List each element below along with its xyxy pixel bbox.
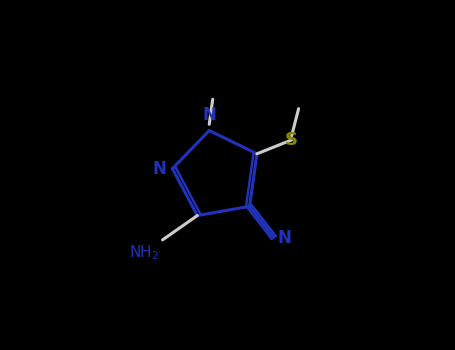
Text: N: N: [152, 160, 166, 178]
Text: S: S: [285, 131, 298, 149]
Text: NH$_2$: NH$_2$: [129, 243, 159, 262]
Text: N: N: [202, 106, 216, 124]
Text: N: N: [278, 229, 291, 247]
